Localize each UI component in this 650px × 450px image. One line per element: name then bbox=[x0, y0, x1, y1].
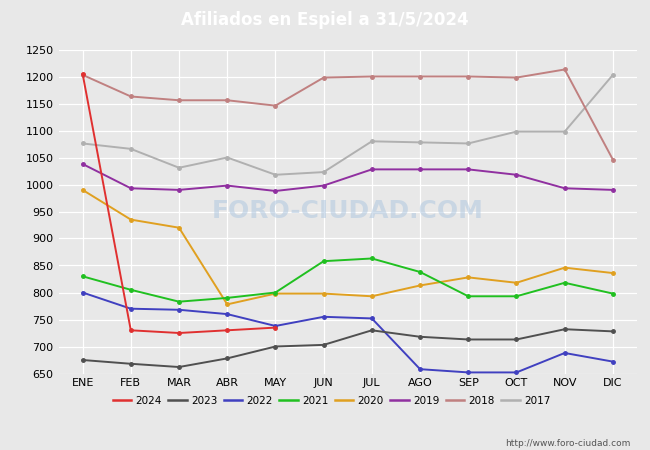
Text: Afiliados en Espiel a 31/5/2024: Afiliados en Espiel a 31/5/2024 bbox=[181, 11, 469, 29]
Legend: 2024, 2023, 2022, 2021, 2020, 2019, 2018, 2017: 2024, 2023, 2022, 2021, 2020, 2019, 2018… bbox=[109, 392, 554, 410]
Text: http://www.foro-ciudad.com: http://www.foro-ciudad.com bbox=[505, 439, 630, 448]
Text: FORO-CIUDAD.COM: FORO-CIUDAD.COM bbox=[212, 199, 484, 224]
